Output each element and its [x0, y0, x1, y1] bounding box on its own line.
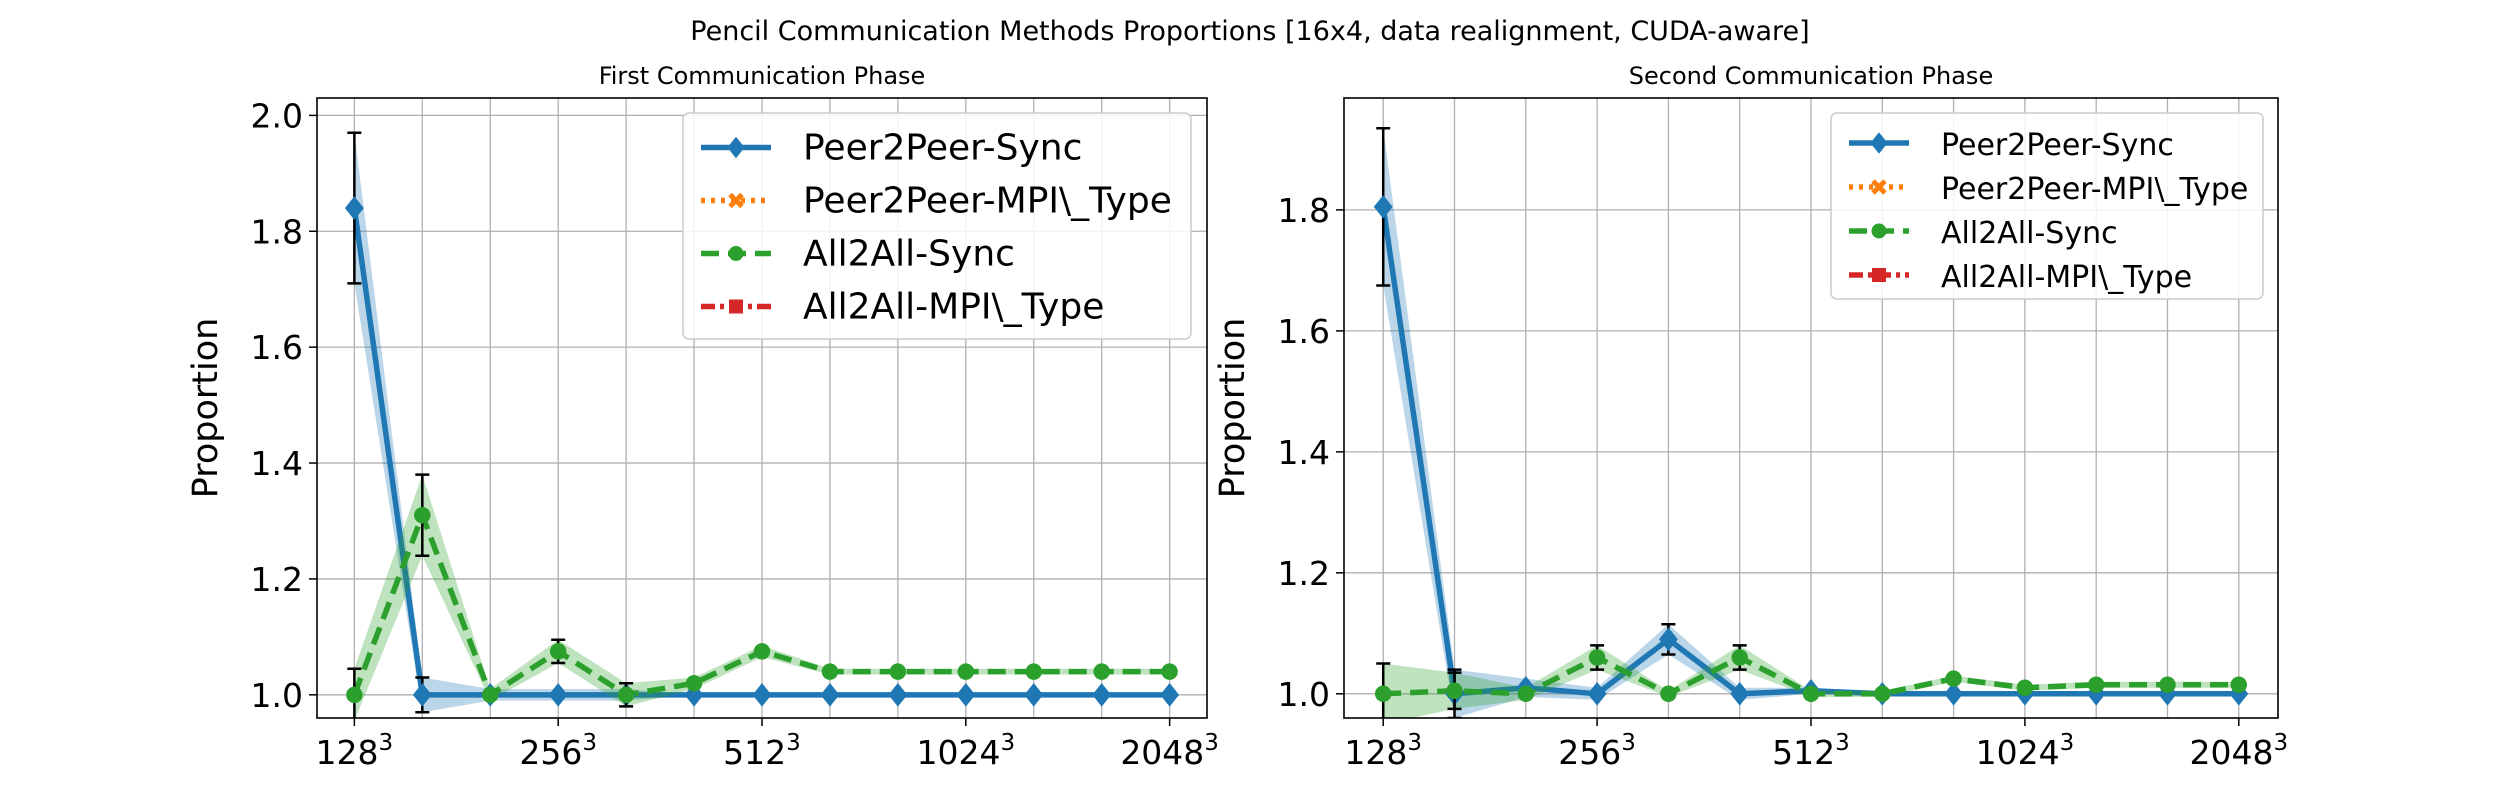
legend-marker: [728, 246, 744, 261]
x-tick-label: 10243: [1976, 730, 2075, 772]
plot-area: [1373, 126, 2249, 718]
data-point: [889, 663, 907, 680]
axes-frame: [1343, 97, 2279, 719]
y-tick-label: 1.0: [1278, 675, 1330, 714]
y-tick-label: 1.6: [1278, 312, 1330, 351]
data-point: [752, 683, 772, 707]
data-point: [1945, 670, 1962, 687]
data-point: [1730, 682, 1750, 706]
data-point: [820, 683, 840, 707]
plot-area: [344, 131, 1180, 718]
data-point: [1588, 649, 1606, 666]
y-tick-label: 1.2: [1278, 554, 1330, 593]
data-point: [753, 643, 771, 660]
data-point: [1944, 682, 1964, 706]
data-point: [344, 196, 364, 220]
legend-label: Peer2Peer-MPI\_Type: [803, 181, 1172, 222]
legend-label: All2All-Sync: [803, 234, 1015, 275]
legend-box: [1830, 112, 2264, 300]
x-tick-label: 2563: [1558, 730, 1636, 772]
x-tick-label: 1283: [1344, 730, 1422, 772]
data-point: [481, 686, 499, 704]
subplot-title: Second Communication Phase: [1629, 62, 1993, 90]
y-axis-label: Proportion: [1213, 318, 1253, 499]
subplot-title: First Communication Phase: [599, 62, 926, 90]
x-tick-label: 10243: [917, 730, 1016, 772]
legend-marker: [1872, 268, 1886, 282]
data-point: [1092, 683, 1112, 707]
y-tick-label: 1.0: [251, 676, 303, 715]
data-point: [956, 683, 976, 707]
data-point: [821, 663, 839, 680]
legend-label: All2All-MPI\_Type: [1941, 260, 2192, 295]
legend-box: [682, 112, 1192, 340]
data-point: [549, 643, 567, 660]
legend-marker: [728, 192, 744, 209]
y-tick-label: 2.0: [251, 96, 303, 135]
x-tick-label: 1283: [316, 730, 394, 772]
y-tick-label: 1.6: [251, 328, 303, 367]
data-point: [1874, 685, 1891, 703]
data-point: [1374, 685, 1392, 703]
data-point: [2159, 676, 2176, 693]
data-point: [2016, 679, 2034, 697]
data-point: [412, 683, 432, 707]
data-point: [1373, 195, 1393, 219]
data-point: [1024, 683, 1044, 707]
data-point: [1660, 685, 1677, 703]
axes-frame: [316, 97, 1208, 719]
y-tick-label: 1.4: [1278, 433, 1330, 472]
data-point: [1025, 663, 1043, 680]
data-point: [617, 686, 635, 704]
data-point: [548, 683, 568, 707]
x-tick-label: 20483: [1120, 730, 1219, 772]
data-point: [346, 686, 363, 704]
data-point: [414, 506, 431, 524]
data-point: [888, 683, 908, 707]
data-point: [1731, 649, 1748, 666]
legend: Peer2Peer-Sync Peer2Peer-MPI\_Type All2All…: [1830, 112, 2264, 300]
data-point: [1658, 627, 1678, 652]
y-axis-label: Proportion: [186, 318, 226, 499]
legend-label: All2All-MPI\_Type: [803, 287, 1104, 328]
x-tick-label: 20483: [2189, 730, 2288, 772]
legend-marker: [729, 299, 743, 314]
data-point: [2230, 676, 2248, 693]
data-point: [1446, 682, 1463, 700]
data-point: [1160, 683, 1180, 707]
data-point: [2087, 676, 2105, 693]
legend-label: All2All-Sync: [1941, 216, 2118, 251]
data-point: [1517, 685, 1535, 703]
data-point: [1093, 663, 1110, 680]
y-tick-label: 1.2: [251, 560, 303, 599]
legend-marker: [1871, 223, 1887, 239]
x-tick-label: 5123: [1772, 730, 1850, 772]
figure-title: Pencil Communication Methods Proportions…: [690, 16, 1809, 47]
y-tick-label: 1.4: [251, 444, 303, 483]
x-tick-label: 2563: [519, 730, 597, 772]
data-point: [957, 663, 975, 680]
data-point: [1587, 682, 1607, 706]
legend-marker: [727, 136, 745, 159]
data-point: [1802, 685, 1820, 703]
legend-label: Peer2Peer-Sync: [1941, 128, 2174, 163]
data-point: [685, 674, 703, 692]
legend-label: Peer2Peer-Sync: [803, 128, 1082, 169]
legend: Peer2Peer-Sync Peer2Peer-MPI\_Type All2All…: [682, 112, 1192, 340]
legend-marker: [1870, 132, 1888, 154]
data-point: [1161, 663, 1178, 680]
second-phase-chart: Second Communication Phase 1.0 1.2 1.4 1.6 1.…: [1213, 62, 2288, 772]
y-tick-label: 1.8: [1278, 191, 1330, 230]
first-phase-chart: First Communication Phase 1.0 1.2 1.4 1.6 1.8…: [186, 62, 1219, 772]
x-tick-label: 5123: [723, 730, 801, 772]
legend-label: Peer2Peer-MPI\_Type: [1941, 172, 2248, 207]
legend-marker: [1871, 179, 1887, 195]
y-tick-label: 1.8: [251, 212, 303, 251]
